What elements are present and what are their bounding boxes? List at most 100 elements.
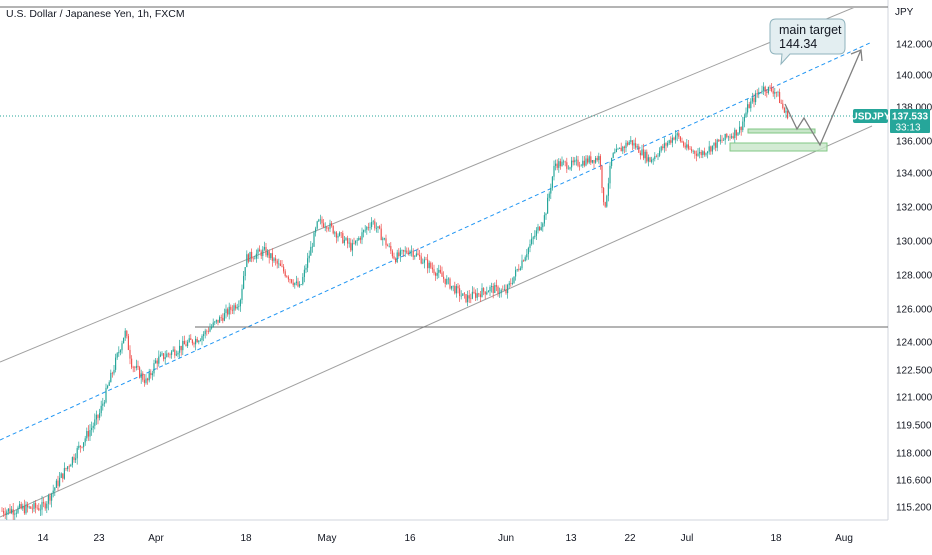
candle-body	[718, 139, 720, 142]
candle-body	[579, 165, 581, 167]
candle-body	[561, 161, 563, 167]
candle-body	[6, 511, 8, 516]
candle-body	[11, 509, 13, 513]
candle-body	[425, 259, 427, 261]
candle-body	[219, 317, 221, 323]
candle-body	[153, 363, 155, 374]
candle-body	[369, 227, 371, 228]
candle-body	[495, 285, 497, 287]
candle-body	[476, 293, 478, 298]
callout-line-2: 144.34	[779, 37, 817, 51]
candle-body	[33, 503, 35, 509]
candle-body	[57, 480, 59, 486]
candle-body	[596, 158, 598, 161]
candle-body	[78, 445, 80, 449]
candle-body	[71, 457, 73, 465]
candle-body	[247, 254, 249, 262]
candle-body	[457, 286, 459, 289]
candle-body	[302, 277, 304, 285]
candle-body	[276, 260, 278, 264]
channel-upper-line[interactable]	[0, 0, 872, 363]
candle-body	[763, 86, 765, 91]
candle-body	[694, 151, 696, 154]
candle-body	[433, 269, 435, 274]
candle-body	[319, 219, 321, 221]
candle-body	[377, 226, 379, 229]
candle-body	[583, 160, 585, 166]
candle-body	[238, 306, 240, 307]
x-tick-label: 14	[37, 533, 49, 544]
candle-body	[251, 251, 253, 259]
channel-mid-line[interactable]	[0, 41, 873, 441]
candle-body	[310, 246, 312, 256]
x-tick-label: 22	[624, 533, 636, 544]
candle-body	[617, 148, 619, 150]
candle-body	[502, 289, 504, 291]
candle-body	[255, 253, 257, 259]
candle-body	[79, 445, 81, 447]
candle-body	[700, 151, 702, 156]
candle-body	[785, 110, 787, 113]
support-zone-upper[interactable]	[747, 128, 816, 134]
candle-body	[351, 243, 353, 251]
candle-body	[345, 238, 347, 240]
candle-body	[335, 232, 337, 238]
candle-body	[155, 360, 157, 364]
candle-body	[545, 213, 547, 216]
callout-line-1: main target	[779, 23, 842, 37]
candle-body	[201, 336, 203, 341]
candle-body	[323, 223, 325, 228]
candle-body	[641, 149, 643, 156]
candle-body	[471, 291, 473, 299]
candle-body	[667, 142, 669, 146]
candle-body	[611, 157, 613, 166]
candle-body	[19, 504, 21, 508]
candle-body	[508, 283, 510, 286]
candle-body	[548, 193, 550, 198]
candle-body	[470, 298, 472, 300]
candle-body	[23, 506, 25, 514]
projected-path-arrowhead	[850, 49, 863, 62]
price-axis[interactable]: 115.200 116.600 118.000 119.500 121.000 122.5…	[896, 40, 932, 514]
candle-body	[523, 260, 525, 262]
candle-body	[556, 163, 558, 168]
candle-body	[521, 260, 523, 269]
candle-body	[151, 373, 153, 376]
candle-body	[601, 165, 603, 188]
candle-body	[473, 291, 475, 293]
candle-body	[588, 156, 590, 163]
time-axis[interactable]: 14 23 Apr 18 May 16 Jun 13 22 Jul 18 Aug	[37, 533, 852, 544]
candle-body	[649, 157, 651, 162]
candle-body	[606, 195, 608, 207]
projected-path[interactable]	[784, 49, 862, 147]
candle-body	[603, 187, 605, 203]
candle-body	[343, 239, 345, 244]
candle-body	[398, 252, 400, 257]
candle-body	[159, 354, 161, 357]
candle-body	[283, 266, 285, 272]
candle-body	[321, 219, 323, 224]
candle-body	[774, 92, 776, 94]
candle-body	[734, 129, 736, 139]
candle-body	[7, 508, 9, 512]
candle-body	[135, 365, 137, 368]
candle-body	[695, 153, 697, 156]
target-callout[interactable]: main target 144.34	[769, 18, 846, 66]
candle-body	[727, 136, 729, 138]
candle-body	[76, 448, 78, 459]
candle-body	[764, 86, 766, 92]
candle-body	[537, 226, 539, 231]
candle-body	[100, 405, 102, 414]
candle-body	[681, 141, 683, 143]
candle-body	[771, 87, 773, 91]
candle-body	[163, 353, 165, 360]
candle-body	[451, 285, 453, 289]
candle-body	[396, 252, 398, 263]
candle-body	[169, 354, 171, 355]
candle-body	[524, 257, 526, 262]
support-zone-lower[interactable]	[729, 142, 828, 152]
symbol-tag: USDJPY	[850, 112, 890, 123]
channel-lower-line[interactable]	[0, 125, 873, 518]
candle-body	[260, 251, 262, 257]
